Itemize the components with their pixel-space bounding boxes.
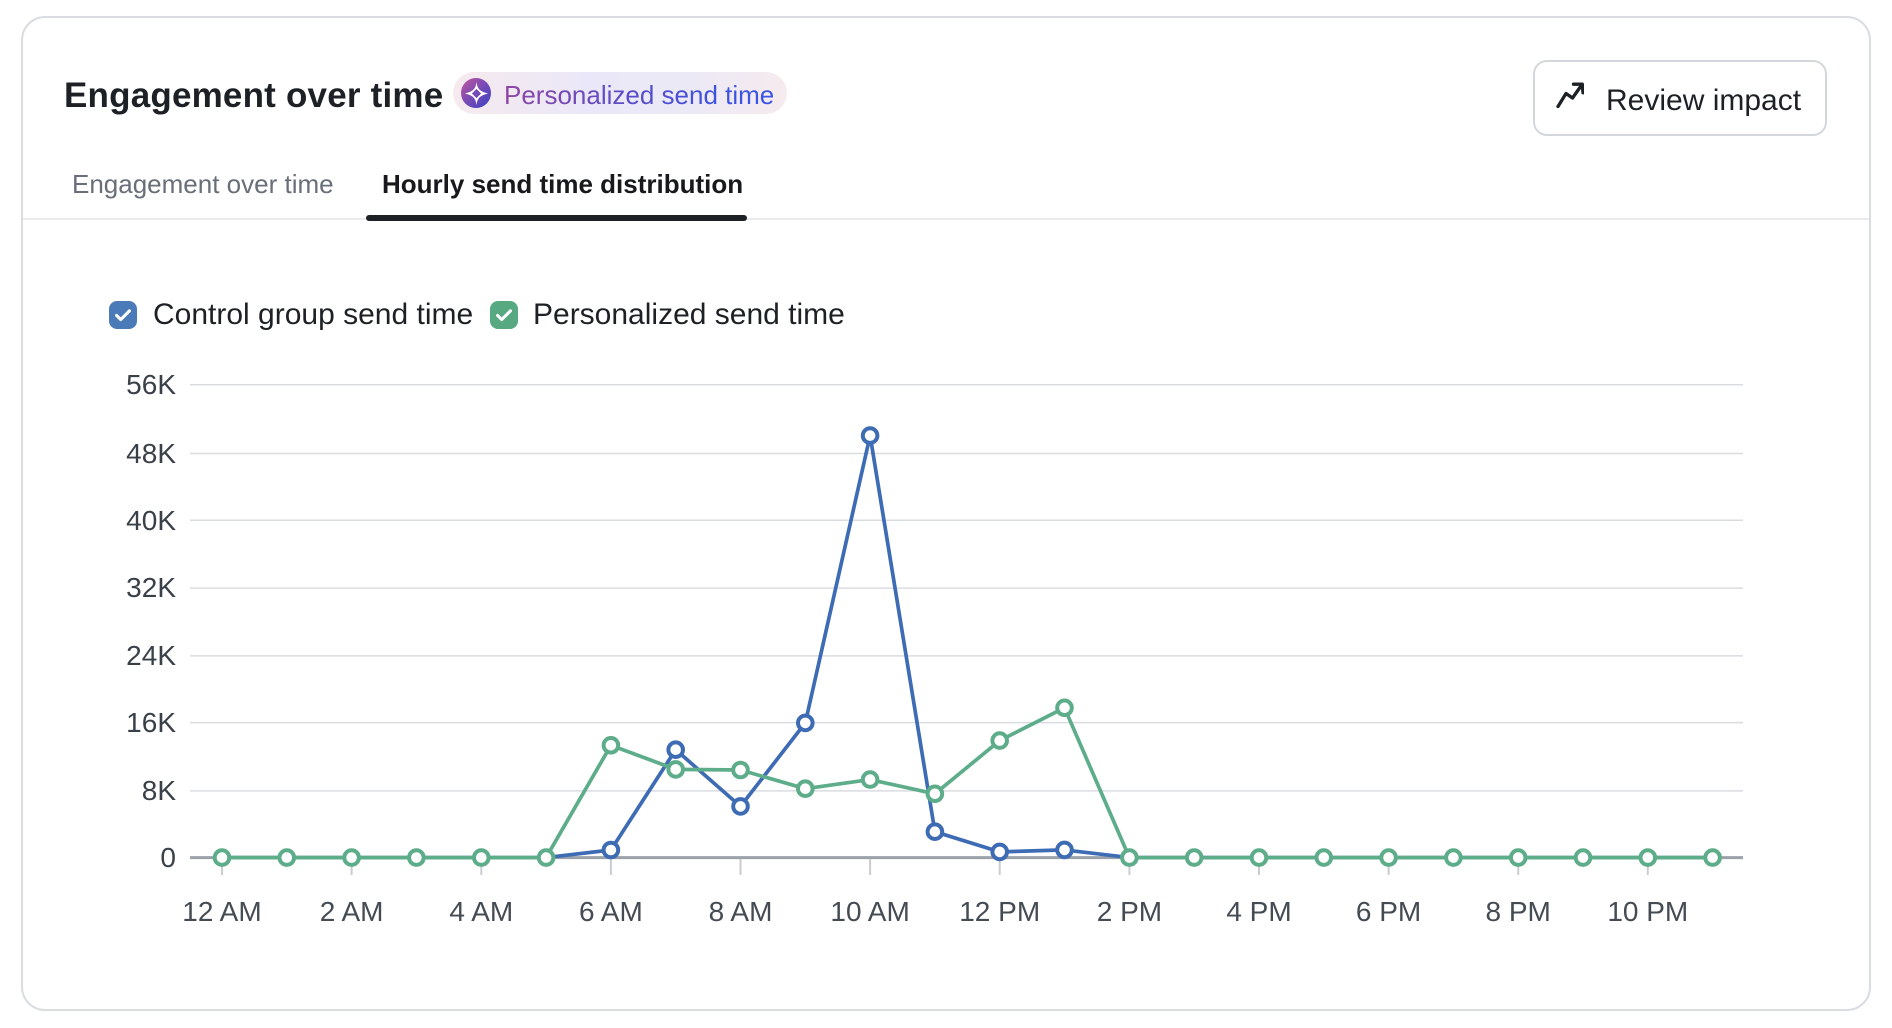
- svg-text:40K: 40K: [126, 505, 176, 536]
- svg-text:0: 0: [160, 842, 176, 873]
- svg-text:8K: 8K: [142, 775, 177, 806]
- svg-text:56K: 56K: [126, 369, 176, 400]
- svg-text:2 PM: 2 PM: [1097, 896, 1162, 927]
- svg-text:6 PM: 6 PM: [1356, 896, 1421, 927]
- svg-text:2 AM: 2 AM: [320, 896, 384, 927]
- svg-text:10 PM: 10 PM: [1607, 896, 1688, 927]
- svg-text:8 AM: 8 AM: [709, 896, 773, 927]
- svg-text:16K: 16K: [126, 707, 176, 738]
- svg-text:6 AM: 6 AM: [579, 896, 643, 927]
- svg-text:32K: 32K: [126, 572, 176, 603]
- svg-text:24K: 24K: [126, 640, 176, 671]
- svg-text:4 AM: 4 AM: [449, 896, 513, 927]
- svg-text:12 AM: 12 AM: [182, 896, 261, 927]
- svg-text:8 PM: 8 PM: [1486, 896, 1551, 927]
- svg-text:4 PM: 4 PM: [1226, 896, 1291, 927]
- svg-text:12 PM: 12 PM: [959, 896, 1040, 927]
- svg-text:10 AM: 10 AM: [830, 896, 909, 927]
- svg-text:48K: 48K: [126, 438, 176, 469]
